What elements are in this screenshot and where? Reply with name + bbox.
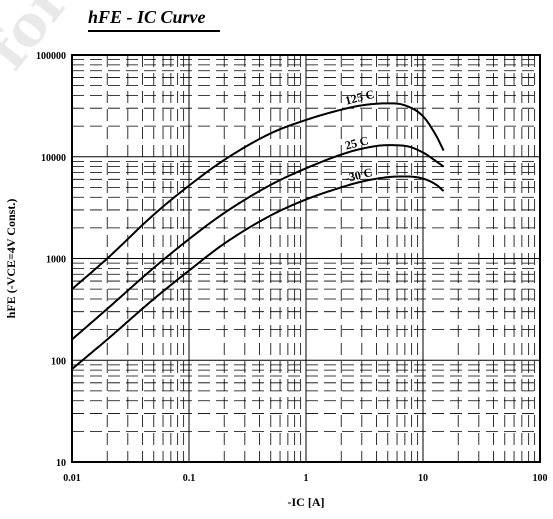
x-tick-label: 0.1 [183, 473, 196, 484]
series: 125 C 25 C -30 C [71, 87, 445, 370]
series-label: 125 C [344, 87, 376, 108]
series-line [71, 144, 445, 341]
series-line [71, 102, 445, 290]
y-tick-label: 10000 [41, 153, 66, 164]
y-tick-label: 10 [56, 458, 66, 469]
y-axis-label: hFE (-VCE=4V Const.) [4, 199, 18, 319]
plot-frame [71, 54, 541, 463]
series-label: 25 C [344, 133, 370, 152]
x-tick-label: 1 [304, 473, 309, 484]
x-tick-label: 0.01 [63, 473, 81, 484]
y-tick-label: 100000 [36, 51, 66, 62]
y-tick-label: 1000 [46, 255, 66, 266]
x-axis-label: -IC [A] [288, 495, 325, 509]
series-line [71, 175, 445, 370]
y-tick-label: 100 [51, 356, 66, 367]
x-tick-label: 100 [533, 473, 548, 484]
tick-labels: 0.01 0.1 1 10 100 10 100 1000 10000 100000 [36, 51, 548, 484]
grid [72, 55, 540, 462]
x-tick-label: 10 [418, 473, 428, 484]
chart-title: hFE - IC Curve [88, 7, 220, 32]
series-label: -30 C [344, 165, 374, 185]
